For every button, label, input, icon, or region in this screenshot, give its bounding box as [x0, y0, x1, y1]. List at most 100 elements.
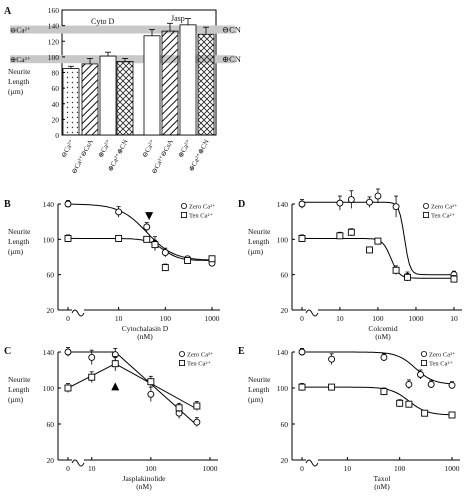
category-label: ⊕Ca²⁺ [97, 138, 113, 159]
y-tick-label: 100 [43, 384, 55, 393]
arrow-up-marker [111, 382, 120, 391]
axis-break [71, 459, 85, 467]
bar [116, 61, 134, 136]
data-point [193, 418, 201, 426]
x-tick-label: 0 [66, 314, 70, 323]
fit-curve [67, 363, 198, 410]
x-tick-label: 10 [115, 314, 123, 323]
data-point [404, 273, 411, 281]
y-axis-label: Length [248, 385, 269, 394]
data-point [143, 223, 151, 231]
panel-letter-e: E [238, 346, 245, 357]
x-axis-label: (nM) [375, 332, 391, 341]
y-axis-label: Neurite [248, 227, 271, 236]
y-axis-label: (µm) [248, 395, 264, 404]
group-label: Jasp [171, 14, 185, 23]
data-point [64, 348, 72, 356]
data-point [392, 203, 400, 211]
legend-marker [180, 211, 187, 218]
data-point [421, 409, 429, 417]
x-tick-label: 10 [344, 464, 352, 473]
y-axis-label: (µm) [8, 247, 24, 256]
data-point [298, 348, 306, 356]
x-axis-label: (nM) [137, 332, 153, 341]
y-tick-label: 140 [48, 22, 60, 31]
category-label: ⊖Ca²⁺ [60, 138, 76, 159]
fit-curve [302, 386, 453, 416]
data-point [193, 402, 201, 410]
y-tick-label: 60 [47, 271, 55, 280]
data-point [427, 380, 435, 388]
panel-letter-b: B [4, 199, 11, 210]
data-point [298, 383, 306, 391]
reference-band [10, 55, 235, 64]
x-tick-label: 100 [145, 464, 157, 473]
data-point [448, 411, 456, 419]
y-tick-label: 60 [281, 271, 289, 280]
x-axis-label: (nM) [374, 482, 390, 491]
data-point [366, 246, 373, 254]
data-point [64, 200, 72, 208]
data-point [374, 237, 382, 245]
legend-marker [178, 359, 185, 366]
data-point [143, 235, 151, 243]
bar [143, 35, 161, 136]
x-tick-label: 10 [450, 314, 458, 323]
y-tick-label: 0 [55, 131, 59, 140]
panel-letter-a: A [4, 6, 12, 17]
y-tick-label: 20 [281, 456, 289, 465]
y-axis-label: Length [8, 385, 29, 394]
y-axis-label: Neurite [8, 375, 31, 384]
y-tick-label: 20 [47, 306, 55, 315]
x-tick-label: 100 [160, 314, 172, 323]
legend-label: Ten Ca²⁺ [431, 213, 455, 220]
x-axis-label: Colcemid [368, 324, 397, 333]
legend-marker [420, 350, 427, 357]
y-tick-label: 140 [43, 348, 55, 357]
data-point [405, 400, 413, 408]
bar [161, 30, 179, 136]
data-point [161, 249, 169, 257]
data-point [405, 380, 413, 388]
y-tick-label: 60 [281, 420, 289, 429]
bar [81, 63, 99, 136]
data-point [380, 388, 388, 396]
x-tick-label: 1000 [205, 314, 220, 323]
data-point [147, 390, 155, 398]
y-tick-label: 140 [277, 200, 289, 209]
data-point [64, 384, 72, 392]
data-point [298, 234, 306, 242]
data-point [151, 241, 159, 249]
panel-a-bar-chart: ⊖Ca²⁺ ⊕Ca²⁺ ⊖CN ⊕CN 0 20 40 60 80 100 120 140 160 Neu… [8, 6, 241, 175]
y-axis-label: Length [8, 77, 29, 86]
data-point [208, 255, 216, 263]
legend-marker [180, 202, 187, 209]
bar [179, 24, 197, 136]
x-tick-label: 10 [336, 314, 344, 323]
legend-label: Zero Ca²⁺ [431, 204, 458, 211]
legend-label: Ten Ca²⁺ [429, 361, 453, 368]
axis-break [305, 309, 319, 317]
y-tick-label: 60 [52, 84, 60, 93]
y-tick-label: 100 [277, 384, 289, 393]
axis-break [305, 459, 319, 467]
data-point [374, 192, 382, 200]
data-point [328, 383, 336, 391]
y-axis-label: (µm) [248, 247, 264, 256]
y-tick-label: 140 [277, 348, 289, 357]
x-axis-label: Taxol [374, 474, 391, 483]
bar [62, 68, 80, 136]
axis-break [71, 309, 85, 317]
x-tick-label: 10 [88, 464, 96, 473]
legend-marker [422, 211, 429, 218]
data-point [175, 404, 183, 412]
y-tick-label: 140 [43, 200, 55, 209]
data-point [380, 353, 388, 361]
legend-label: Ten Ca²⁺ [189, 213, 213, 220]
x-axis-label: Jasplakinolide [123, 474, 167, 483]
data-point [366, 198, 373, 206]
y-axis-label: Neurite [8, 227, 31, 236]
data-point [88, 373, 96, 381]
